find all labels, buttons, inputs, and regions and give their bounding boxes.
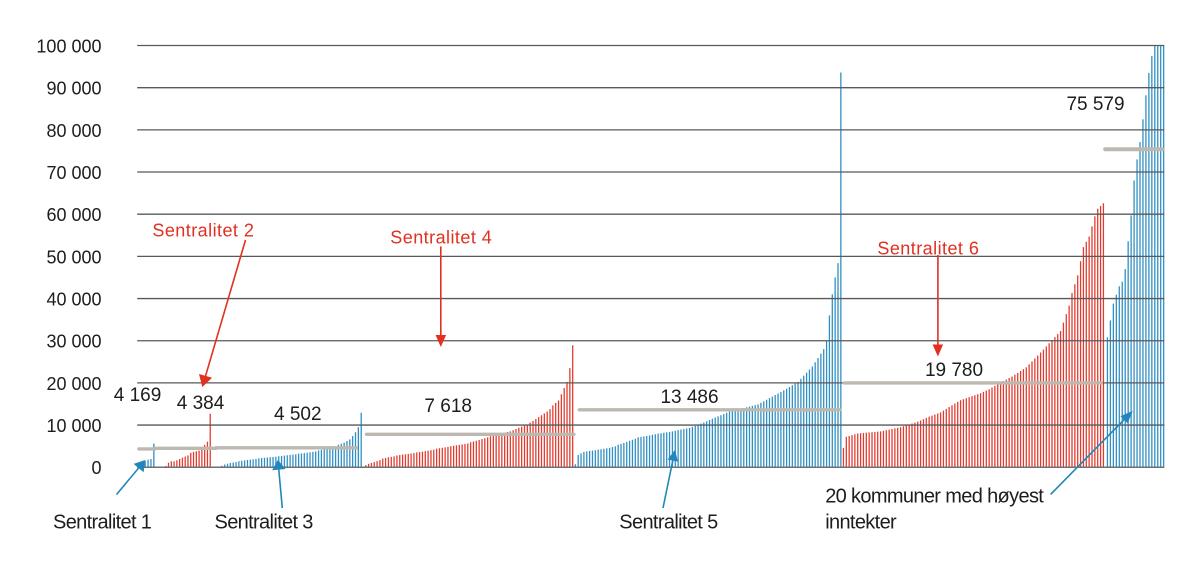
svg-text:Sentralitet 3: Sentralitet 3	[215, 511, 314, 533]
svg-text:90 000: 90 000	[46, 79, 101, 99]
svg-text:Sentralitet 4: Sentralitet 4	[390, 227, 492, 247]
svg-text:7 618: 7 618	[424, 396, 472, 417]
svg-text:4 169: 4 169	[114, 385, 162, 406]
svg-text:50 000: 50 000	[46, 247, 101, 267]
svg-text:4 502: 4 502	[274, 404, 322, 425]
svg-text:Sentralitet 2: Sentralitet 2	[152, 220, 254, 240]
svg-text:30 000: 30 000	[46, 332, 101, 352]
svg-text:80 000: 80 000	[46, 121, 101, 141]
svg-text:100 000: 100 000	[36, 37, 101, 57]
svg-text:0: 0	[91, 458, 101, 478]
svg-text:4 384: 4 384	[177, 393, 225, 414]
svg-text:40 000: 40 000	[46, 290, 101, 310]
svg-text:inntekter: inntekter	[825, 511, 897, 533]
svg-text:Sentralitet 1: Sentralitet 1	[53, 511, 152, 533]
svg-text:70 000: 70 000	[46, 163, 101, 183]
svg-text:20 000: 20 000	[46, 374, 101, 394]
svg-text:19 780: 19 780	[925, 360, 983, 381]
svg-text:Sentralitet 5: Sentralitet 5	[619, 511, 718, 533]
svg-text:10 000: 10 000	[46, 416, 101, 436]
svg-text:13 486: 13 486	[660, 387, 718, 408]
svg-text:75 579: 75 579	[1066, 94, 1124, 115]
svg-text:60 000: 60 000	[46, 205, 101, 225]
svg-text:20 kommuner med høyest: 20 kommuner med høyest	[825, 486, 1044, 508]
svg-text:Sentralitet 6: Sentralitet 6	[877, 239, 979, 259]
